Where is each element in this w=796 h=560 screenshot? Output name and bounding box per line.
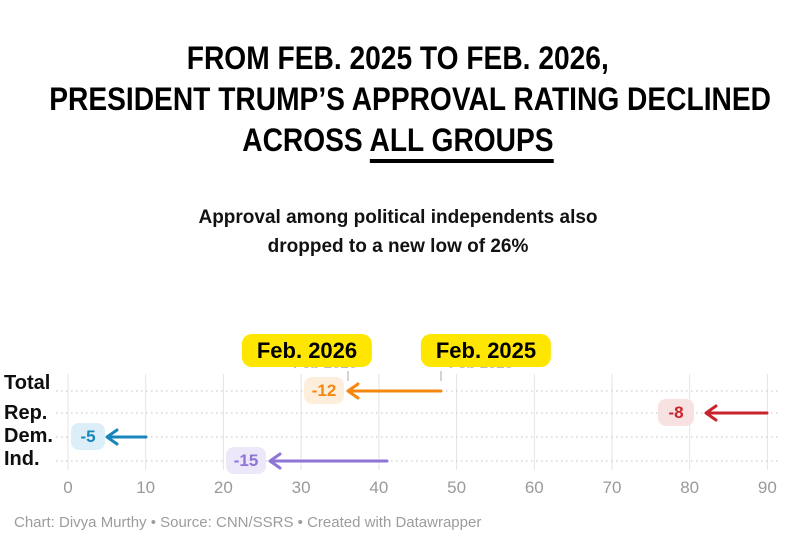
change-pill-dem: -5 xyxy=(71,423,105,450)
period-label-feb-2026: Feb. 2026 xyxy=(241,334,373,367)
row-label-dem: Dem. xyxy=(4,425,53,447)
x-tick-40: 40 xyxy=(369,478,389,497)
change-pill-rep: -8 xyxy=(658,399,694,426)
row-label-rep: Rep. xyxy=(4,402,48,424)
row-label-total: Total xyxy=(4,372,51,394)
vertical-gridlines xyxy=(67,374,768,470)
period-label-ticks xyxy=(347,371,442,381)
x-tick-50: 50 xyxy=(447,478,467,497)
x-tick-10: 10 xyxy=(136,478,156,497)
chart-subtitle: Approval among political independents al… xyxy=(0,203,796,261)
title-line-2: PRESIDENT TRUMP’S APPROVAL RATING DECLIN… xyxy=(49,81,771,117)
arrow-rep xyxy=(704,404,769,422)
subtitle-line-1: Approval among political independents al… xyxy=(198,207,598,228)
arrow-dem xyxy=(105,428,148,446)
title-line-1: FROM FEB. 2025 TO FEB. 2026, xyxy=(186,40,610,76)
arrow-total xyxy=(346,382,443,400)
x-tick-0: 0 xyxy=(63,478,73,497)
title-line-3-prefix: ACROSS xyxy=(242,122,370,158)
arrow-ind xyxy=(268,452,389,470)
plot-svg xyxy=(56,371,781,470)
arrow-plot: Feb 2026 Feb 2025 Feb. 2026 Feb. 2025 xyxy=(0,330,796,530)
x-tick-80: 80 xyxy=(680,478,700,497)
period-label-feb-2025: Feb. 2025 xyxy=(420,334,552,367)
change-pill-total: -12 xyxy=(304,377,344,404)
row-dotted-lines xyxy=(56,390,781,462)
title-line-3: ACROSS ALL GROUPS xyxy=(0,120,796,163)
x-tick-20: 20 xyxy=(213,478,233,497)
title-underlined-text: ALL GROUPS xyxy=(369,122,554,163)
x-tick-60: 60 xyxy=(524,478,544,497)
x-tick-30: 30 xyxy=(291,478,311,497)
x-tick-70: 70 xyxy=(602,478,622,497)
row-label-ind: Ind. xyxy=(4,448,40,470)
chart-title: FROM FEB. 2025 TO FEB. 2026, PRESIDENT T… xyxy=(0,38,796,163)
x-tick-90: 90 xyxy=(757,478,777,497)
change-pill-ind: -15 xyxy=(226,447,266,474)
chart-credit: Chart: Divya Murthy • Source: CNN/SSRS •… xyxy=(14,514,482,531)
subtitle-line-2: dropped to a new low of 26% xyxy=(267,236,529,257)
